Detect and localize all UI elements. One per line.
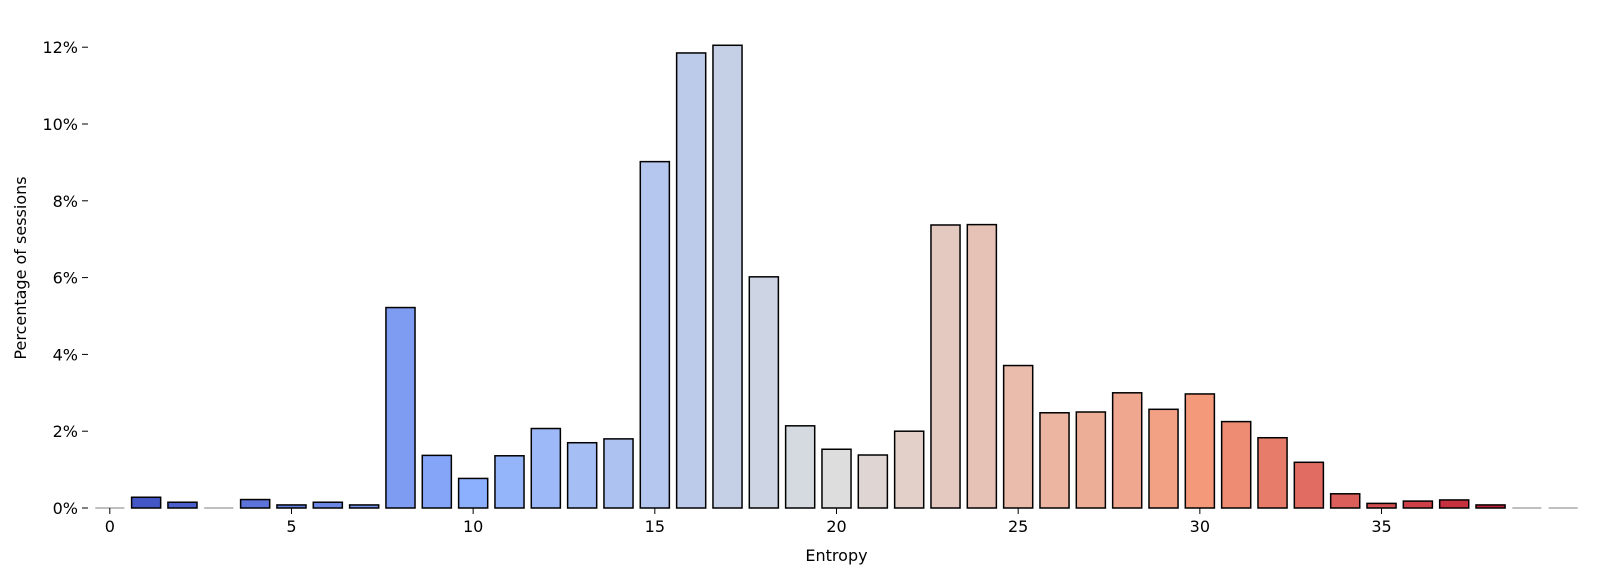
- bar-entropy-1: [130, 496, 162, 509]
- bar-entropy-21: [857, 454, 889, 509]
- bar-entropy-19: [784, 425, 816, 509]
- y-axis: 0% 2% 4% 6% 8% 10% 12%: [42, 38, 88, 518]
- bar-entropy-25: [1002, 364, 1034, 509]
- bar-entropy-26: [1039, 412, 1070, 509]
- x-tick-label-20: 20: [826, 517, 846, 536]
- bar-entropy-6: [312, 501, 344, 509]
- bar-entropy-22: [893, 430, 925, 509]
- bar-entropy-35: [1366, 502, 1397, 509]
- y-tick-label-10: 10%: [42, 115, 78, 134]
- bar-entropy-5: [276, 504, 307, 509]
- bar-entropy-10: [457, 477, 489, 509]
- bar-entropy-24: [966, 223, 998, 509]
- bar-entropy-11: [494, 455, 525, 509]
- bar-entropy-8: [385, 306, 416, 509]
- bar-entropy-23: [930, 224, 961, 509]
- bar-entropy-28: [1111, 392, 1143, 509]
- y-tick-label-8: 8%: [53, 192, 78, 211]
- bar-entropy-4: [239, 498, 271, 509]
- bar-entropy-27: [1075, 411, 1107, 509]
- x-tick-label-15: 15: [645, 517, 665, 536]
- bar-entropy-38: [1475, 504, 1506, 509]
- x-tick-label-0: 0: [105, 517, 115, 536]
- bar-entropy-7: [348, 504, 380, 509]
- bar-entropy-12: [530, 427, 562, 509]
- bar-entropy-29: [1148, 408, 1179, 509]
- bar-entropy-16: [675, 52, 707, 509]
- x-tick-label-35: 35: [1371, 517, 1391, 536]
- bars-layer: [130, 44, 1506, 509]
- bar-entropy-17: [712, 44, 743, 509]
- bar-entropy-18: [748, 276, 780, 509]
- y-tick-label-4: 4%: [53, 345, 78, 364]
- x-axis: 0 5 10 15 20 25 30 35: [105, 508, 1392, 536]
- bar-entropy-30: [1184, 393, 1216, 509]
- x-tick-label-25: 25: [1008, 517, 1028, 536]
- bar-entropy-32: [1257, 436, 1288, 509]
- bar-entropy-20: [821, 448, 852, 509]
- bar-entropy-31: [1220, 420, 1252, 509]
- bar-entropy-36: [1402, 500, 1434, 509]
- bar-entropy-34: [1329, 493, 1361, 509]
- bar-entropy-15: [639, 160, 671, 509]
- y-tick-label-2: 2%: [53, 422, 78, 441]
- y-axis-label: Percentage of sessions: [11, 176, 30, 359]
- x-tick-label-10: 10: [463, 517, 483, 536]
- y-tick-label-6: 6%: [53, 269, 78, 288]
- y-tick-label-0: 0%: [53, 499, 78, 518]
- bar-entropy-13: [566, 441, 598, 509]
- bar-entropy-33: [1293, 461, 1325, 509]
- bar-entropy-37: [1438, 499, 1470, 509]
- bar-entropy-14: [603, 438, 634, 509]
- x-tick-label-5: 5: [286, 517, 296, 536]
- bar-entropy-2: [167, 501, 198, 509]
- x-tick-label-30: 30: [1190, 517, 1210, 536]
- x-axis-label: Entropy: [805, 546, 867, 565]
- y-tick-label-12: 12%: [42, 38, 78, 57]
- bar-entropy-9: [421, 454, 453, 509]
